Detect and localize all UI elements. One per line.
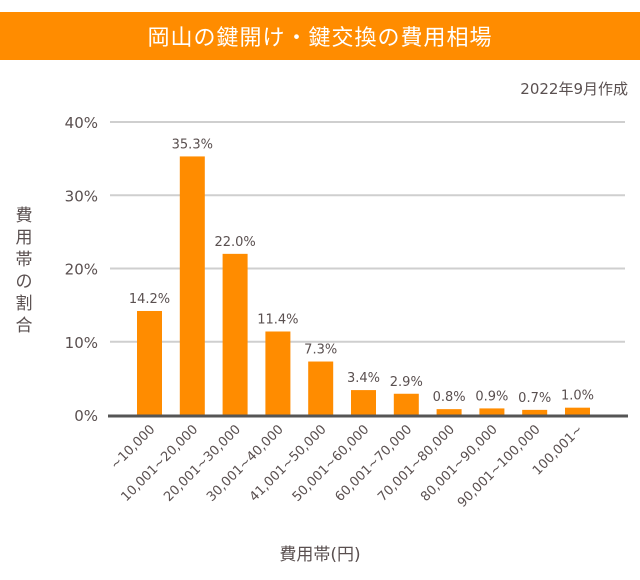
bar bbox=[393, 393, 419, 415]
chart-title: 岡山の鍵開け・鍵交換の費用相場 bbox=[147, 26, 493, 51]
y-tick-label: 20% bbox=[65, 261, 98, 279]
bar bbox=[565, 407, 590, 415]
x-tick-label: 80,001~90,000 bbox=[418, 422, 501, 505]
data-label: 14.2% bbox=[129, 292, 170, 307]
y-tick-label: 40% bbox=[65, 114, 98, 132]
x-axis-label: 費用帯(円) bbox=[279, 545, 361, 565]
x-tick-label: 20,001~30,000 bbox=[161, 422, 244, 505]
bar bbox=[137, 310, 162, 415]
data-label: 0.8% bbox=[433, 390, 466, 405]
data-label: 2.9% bbox=[390, 375, 423, 390]
data-label: 0.9% bbox=[475, 389, 508, 404]
bar bbox=[436, 409, 462, 415]
created-date-note: 2022年9月作成 bbox=[520, 80, 628, 98]
y-tick-label: 0% bbox=[74, 407, 98, 425]
bar bbox=[479, 408, 505, 415]
x-tick-label: 30,001~40,000 bbox=[204, 422, 287, 505]
data-label: 11.4% bbox=[257, 312, 298, 327]
data-label: 22.0% bbox=[214, 235, 255, 250]
bar bbox=[308, 361, 334, 415]
data-label: 1.0% bbox=[561, 389, 594, 404]
data-label: 7.3% bbox=[304, 343, 337, 358]
x-tick-label: 41,001~50,000 bbox=[247, 422, 330, 505]
x-tick-label: 60,001~70,000 bbox=[332, 422, 415, 505]
bar bbox=[522, 409, 548, 415]
x-tick-label: 70,001~80,000 bbox=[375, 422, 458, 505]
bar bbox=[265, 331, 291, 415]
chart-title-banner: 岡山の鍵開け・鍵交換の費用相場 bbox=[0, 12, 640, 60]
data-label: 3.4% bbox=[347, 371, 380, 386]
data-label: 35.3% bbox=[172, 137, 213, 152]
x-tick-label: 50,001~60,000 bbox=[290, 422, 373, 505]
bar bbox=[351, 390, 376, 415]
bar bbox=[222, 253, 248, 415]
y-tick-label: 10% bbox=[65, 334, 98, 352]
x-tick-label: 10,001~20,000 bbox=[118, 422, 201, 505]
y-axis-label: 費用帯の割合 bbox=[15, 206, 33, 336]
y-tick-label: 30% bbox=[65, 187, 98, 205]
data-label: 0.7% bbox=[518, 391, 551, 406]
bar bbox=[179, 156, 205, 416]
